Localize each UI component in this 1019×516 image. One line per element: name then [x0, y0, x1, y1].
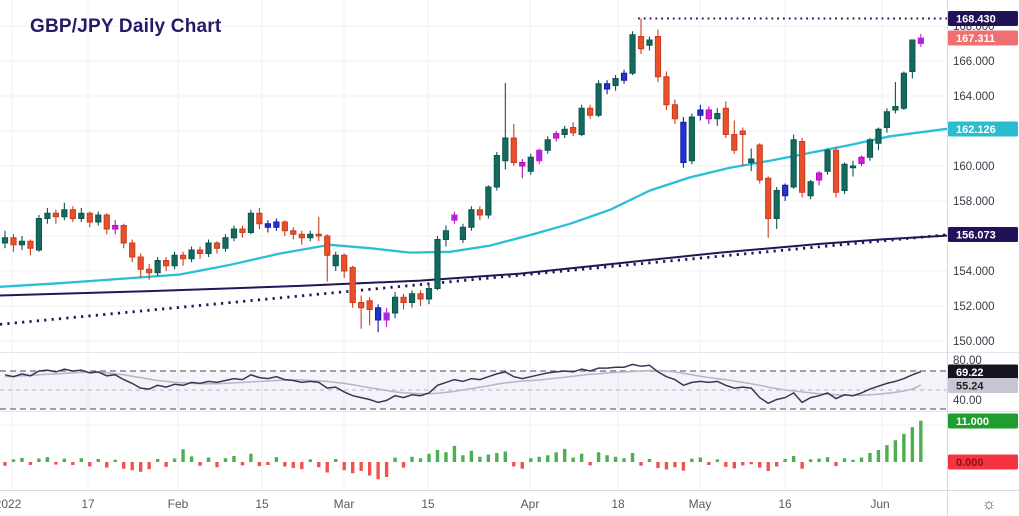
time-axis-label[interactable]: 2022	[0, 497, 22, 511]
peak-high-badge: 168.430	[948, 11, 1018, 26]
time-axis-label[interactable]: 17	[81, 497, 95, 511]
time-axis-label[interactable]: May	[689, 497, 712, 511]
hist-value-badge: 11.000	[948, 413, 1018, 429]
svg-text:162.126: 162.126	[956, 124, 996, 136]
ma-fast-badge: 162.126	[948, 121, 1018, 137]
time-axis-label[interactable]: Feb	[168, 497, 189, 511]
price-axis-label: 166.000	[953, 56, 995, 68]
moving-average-lines	[0, 127, 947, 297]
price-axis-label: 152.000	[953, 301, 995, 313]
grid-lines	[0, 0, 947, 490]
settings-gear-icon[interactable]: ☼	[981, 496, 997, 513]
price-axis-label: 40.00	[953, 395, 982, 407]
time-axis-label[interactable]: 18	[611, 497, 625, 511]
svg-text:55.24: 55.24	[956, 381, 984, 393]
rsi-lines	[4, 363, 922, 405]
last-price-badge: 167.311	[948, 30, 1018, 46]
price-axis: 168.000166.000164.000160.000158.000154.0…	[948, 11, 1018, 470]
svg-text:168.430: 168.430	[956, 14, 996, 26]
price-axis-label: 150.000	[953, 336, 995, 348]
svg-text:11.000: 11.000	[956, 416, 989, 428]
time-axis: 2022 17 Feb 15 Mar 15 Apr 18 May 16 Jun	[0, 497, 890, 511]
candles-layer	[1, 18, 924, 333]
time-axis-label[interactable]: 15	[255, 497, 269, 511]
price-axis-label: 164.000	[953, 91, 995, 103]
time-axis-label[interactable]: 15	[421, 497, 435, 511]
time-axis-label[interactable]: Mar	[334, 497, 355, 511]
price-axis-label: 80.00	[953, 355, 982, 367]
trendline-badge: 156.073	[948, 227, 1018, 242]
rsi-value-badge: 69.22	[948, 364, 1018, 380]
price-axis-label: 154.000	[953, 266, 995, 278]
svg-text:167.311: 167.311	[956, 33, 995, 45]
time-axis-label[interactable]: 16	[778, 497, 792, 511]
price-axis-label: 160.000	[953, 161, 995, 173]
price-axis-label: 158.000	[953, 196, 995, 208]
dotted-trendlines	[0, 17, 948, 326]
rsi-band	[0, 370, 947, 410]
hist-zero-badge: 0.000	[948, 454, 1018, 470]
time-axis-label[interactable]: Apr	[521, 497, 540, 511]
time-axis-label[interactable]: Jun	[870, 497, 889, 511]
histogram-layer	[3, 420, 923, 480]
svg-text:0.000: 0.000	[956, 457, 984, 469]
svg-text:156.073: 156.073	[956, 230, 996, 242]
rsi-ma-value-badge: 55.24	[948, 378, 1018, 393]
svg-text:69.22: 69.22	[956, 367, 984, 379]
chart-title: GBP/JPY Daily Chart	[30, 16, 222, 37]
